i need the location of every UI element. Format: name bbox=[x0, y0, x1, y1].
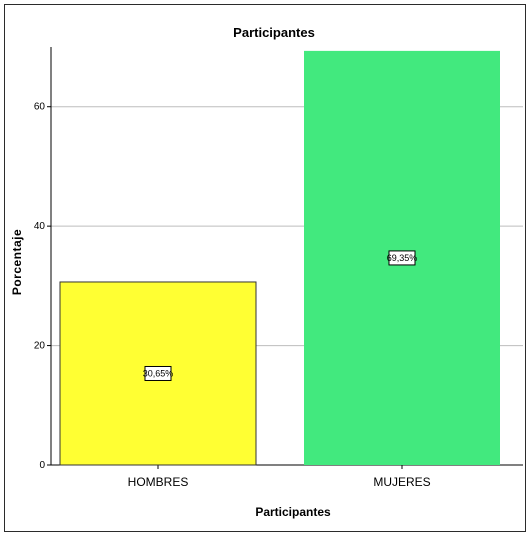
data-label: 69,35% bbox=[387, 253, 418, 263]
bars bbox=[59, 50, 500, 466]
bar-chart: Participantes 0 20 40 60 HOMBRES MUJERES 30,… bbox=[10, 25, 523, 519]
data-label-box bbox=[144, 365, 172, 381]
x-tick-labels: HOMBRES MUJERES bbox=[128, 475, 431, 489]
y-tick-label: 20 bbox=[34, 341, 46, 352]
y-tick-label: 0 bbox=[39, 460, 45, 471]
data-label-box bbox=[388, 250, 416, 266]
y-axis-label: Porcentaje bbox=[10, 229, 24, 295]
data-label: 30,65% bbox=[143, 368, 174, 378]
x-tick-label: HOMBRES bbox=[128, 475, 189, 489]
x-tick-label: MUJERES bbox=[373, 475, 430, 489]
y-tick-label: 40 bbox=[34, 221, 46, 232]
data-labels: 30,65% 69,35% bbox=[143, 250, 418, 381]
y-tick-labels: 0 20 40 60 bbox=[34, 102, 46, 471]
chart-title: Participantes bbox=[233, 25, 315, 40]
chart-frame: Participantes 0 20 40 60 HOMBRES MUJERES 30,… bbox=[4, 4, 526, 532]
y-tick-label: 60 bbox=[34, 102, 46, 113]
x-axis-label: Participantes bbox=[255, 505, 331, 519]
